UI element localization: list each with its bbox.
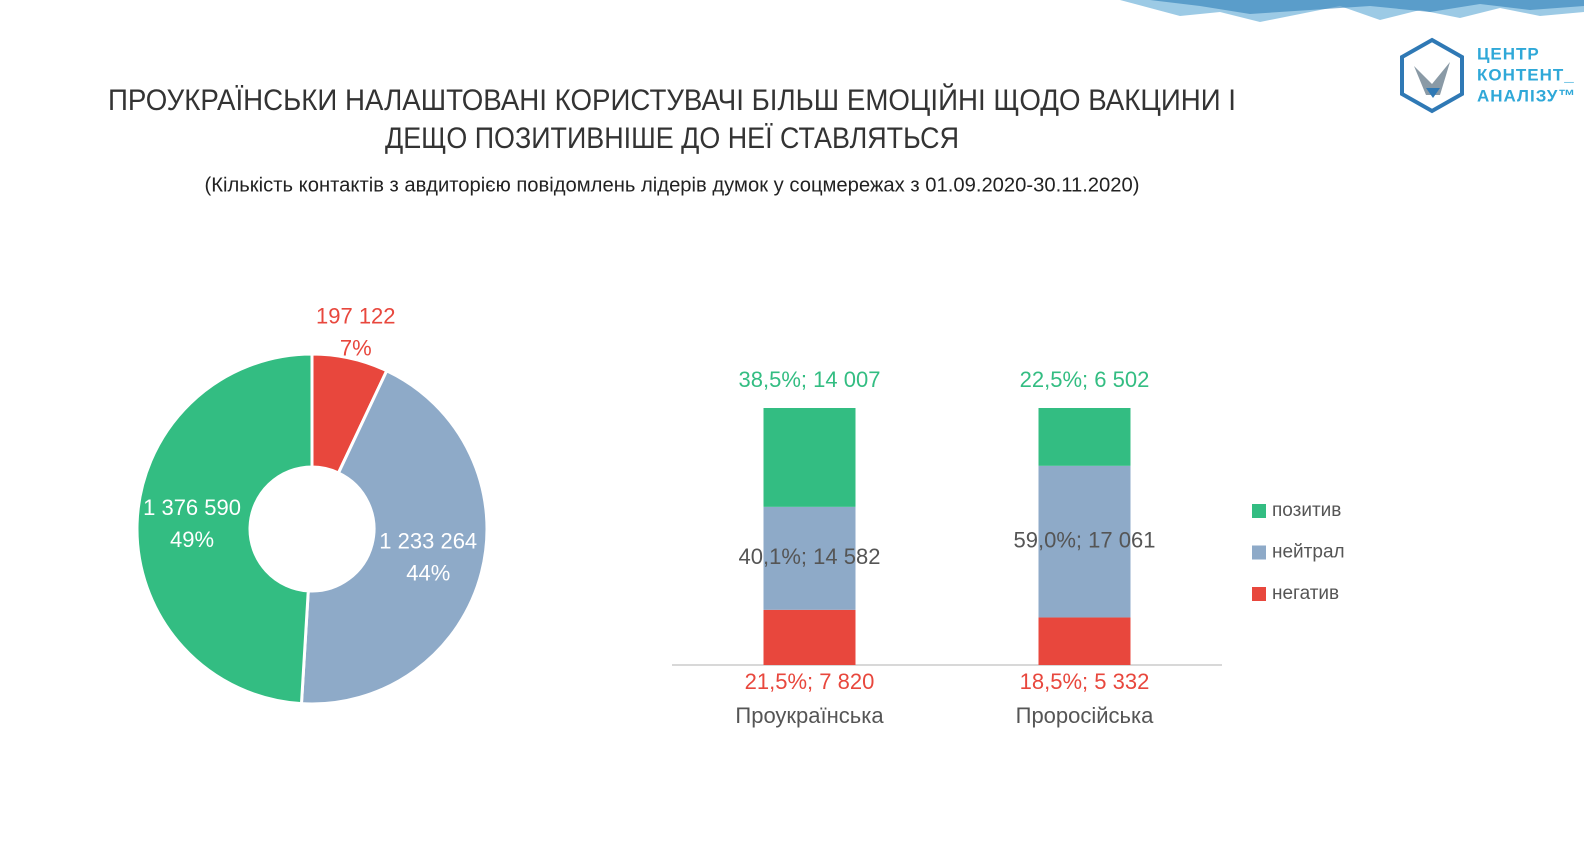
x-tick-label: Проросійська bbox=[1016, 703, 1155, 728]
slice-value-label: 1 233 264 bbox=[379, 529, 477, 554]
slice-value-label: 197 122 bbox=[316, 304, 396, 329]
bar-segment bbox=[1038, 617, 1131, 665]
subtitle: (Кількість контактів з авдиторією повідо… bbox=[205, 174, 1140, 196]
legend-label: нейтрал bbox=[1272, 542, 1345, 563]
title: ДЕЩО ПОЗИТИВНІШЕ ДО НЕЇ СТАВЛЯТЬСЯ bbox=[385, 122, 959, 155]
logo: ЦЕНТР КОНТЕНТ_ АНАЛІЗУ™ bbox=[1400, 37, 1576, 114]
bar-value-label: 21,5%; 7 820 bbox=[745, 669, 875, 694]
bar-value-label: 59,0%; 17 061 bbox=[1014, 527, 1156, 552]
logo-text: ЦЕНТР bbox=[1477, 44, 1540, 63]
pie-slice bbox=[135, 352, 314, 706]
bar-value-label: 18,5%; 5 332 bbox=[1020, 669, 1150, 694]
x-tick-label: Проукраїнська bbox=[735, 703, 884, 728]
legend-swatch bbox=[1252, 545, 1266, 560]
legend-label: позитив bbox=[1272, 500, 1341, 521]
legend-label: негатив bbox=[1272, 583, 1339, 604]
top-decoration bbox=[1120, 0, 1584, 22]
bar-segment bbox=[1038, 408, 1131, 466]
bar-segment bbox=[1038, 465, 1131, 618]
logo-text: КОНТЕНТ_ bbox=[1477, 65, 1575, 84]
slice-percent-label: 7% bbox=[340, 336, 372, 361]
bar-segment bbox=[763, 506, 856, 610]
bar-segment bbox=[763, 408, 856, 507]
bar-value-label: 40,1%; 14 582 bbox=[739, 544, 881, 569]
bar-value-label: 38,5%; 14 007 bbox=[739, 367, 881, 392]
bar-value-label: 22,5%; 6 502 bbox=[1020, 367, 1150, 392]
logo-text: АНАЛІЗУ™ bbox=[1477, 86, 1576, 105]
title: ПРОУКРАЇНСЬКИ НАЛАШТОВАНІ КОРИСТУВАЧІ БІ… bbox=[108, 83, 1236, 117]
slice-percent-label: 49% bbox=[170, 527, 214, 552]
slice-value-label: 1 376 590 bbox=[143, 495, 241, 520]
legend-swatch bbox=[1252, 504, 1266, 518]
bar-segment bbox=[763, 609, 856, 665]
slice-percent-label: 44% bbox=[406, 561, 450, 586]
legend-swatch bbox=[1252, 587, 1266, 601]
pie-slice bbox=[299, 368, 489, 706]
